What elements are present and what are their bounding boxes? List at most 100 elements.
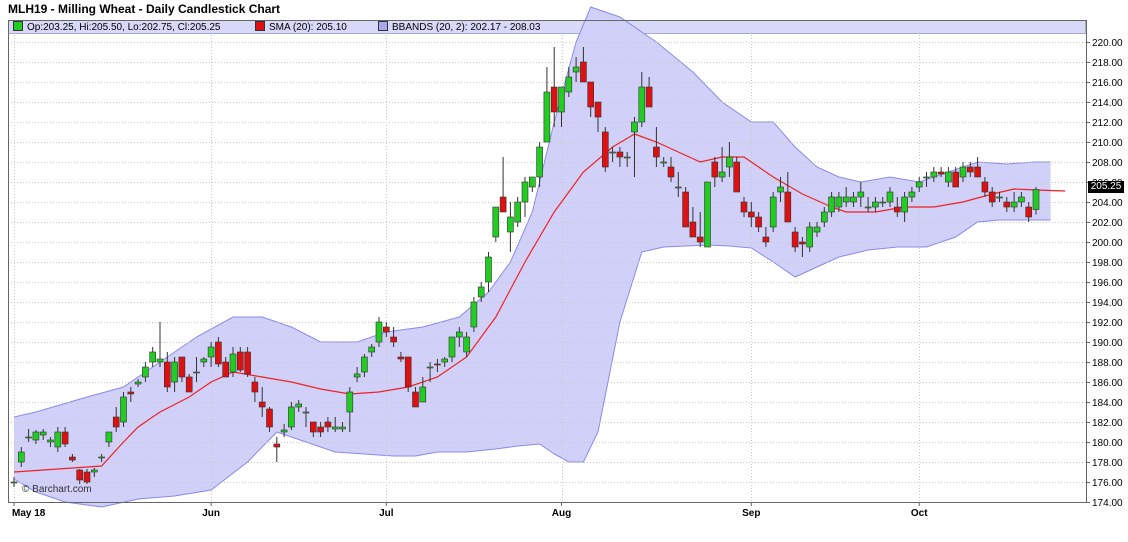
candle-down (784, 191, 792, 223)
candle-down (601, 131, 609, 168)
candle-up (10, 481, 18, 484)
candle-up (930, 171, 938, 178)
sma-line (13, 133, 1066, 473)
candle-up (361, 356, 368, 373)
legend-bbands: BBANDS (20, 2): 202.17 - 208.03 (378, 21, 540, 35)
bollinger-upper-line (13, 6, 1051, 418)
candle-up (331, 426, 339, 430)
candle-down (587, 81, 595, 108)
candle-down (580, 61, 587, 83)
x-axis-labels: May 18 Jun Jul Aug Sep Oct (12, 502, 928, 519)
candle-down (404, 356, 412, 388)
candle-down (966, 166, 974, 173)
candles-layer (10, 47, 1040, 487)
candle-up (558, 86, 565, 113)
candle-up (879, 201, 887, 204)
candle-up (47, 439, 54, 443)
y-tick-label: 184.00 (1092, 398, 1123, 409)
candle-down (237, 351, 244, 371)
candle-up (565, 76, 573, 93)
candle-up (492, 206, 500, 238)
candle-up (32, 431, 40, 441)
y-tick-label: 220.00 (1092, 38, 1123, 49)
candle-down (988, 191, 996, 203)
candle-up (842, 196, 850, 203)
candle-up (280, 429, 288, 433)
candle-down (645, 86, 653, 108)
candle-up (477, 286, 485, 298)
candle-down (682, 191, 689, 228)
candle-up (39, 431, 47, 436)
candle-up (426, 366, 434, 369)
candle-down (258, 401, 266, 408)
candle-up (98, 456, 105, 459)
candle-up (1032, 189, 1040, 210)
y-tick-label: 210.00 (1092, 138, 1123, 149)
candle-up (514, 201, 522, 223)
sma-layer (13, 133, 1066, 473)
candle-up (485, 256, 492, 283)
candle-up (441, 358, 449, 363)
candle-up (120, 396, 127, 423)
candle-up (806, 226, 814, 248)
candle-up (207, 346, 215, 358)
candle-up (521, 181, 529, 203)
candle-up (229, 353, 237, 373)
candle-up (901, 196, 908, 213)
candle-up (908, 191, 916, 198)
legend-bbands-swatch (378, 21, 388, 31)
candle-down (309, 421, 317, 433)
candle-up (142, 366, 149, 378)
candle-up (339, 426, 346, 430)
candle-down (112, 416, 120, 428)
candle-down (1003, 201, 1011, 208)
candle-up (850, 196, 857, 203)
y-tick-label: 216.00 (1092, 78, 1123, 89)
candle-down (222, 361, 229, 378)
last-price-label: 205.25 (1088, 181, 1124, 193)
candle-up (134, 381, 142, 385)
candle-down (317, 426, 324, 433)
candle-up (543, 91, 551, 143)
axes-layer (8, 20, 1087, 503)
y-tick-label: 174.00 (1092, 498, 1123, 509)
candle-down (244, 351, 251, 375)
candle-down (550, 86, 558, 113)
candle-down (711, 161, 719, 178)
y-tick-label: 190.00 (1092, 338, 1123, 349)
x-tick-label: Sep (742, 508, 760, 519)
candle-up (171, 361, 178, 383)
candle-down (937, 171, 945, 175)
candle-down (799, 241, 806, 245)
candle-down (974, 166, 981, 178)
y-tick-label: 200.00 (1092, 238, 1123, 249)
candle-down (499, 196, 507, 213)
candle-down (324, 421, 332, 428)
candle-down (397, 356, 405, 360)
y-tick-label: 218.00 (1092, 58, 1123, 69)
x-tick-label: Jun (202, 508, 220, 519)
candle-down (266, 408, 273, 428)
candle-up (813, 226, 821, 233)
candle-up (455, 331, 463, 338)
candle-down (390, 336, 397, 343)
candle-up (674, 186, 682, 189)
legend-sma-swatch (255, 21, 265, 31)
candle-down (434, 363, 441, 366)
y-tick-label: 178.00 (1092, 458, 1123, 469)
candle-up (1010, 201, 1018, 208)
candle-up (17, 451, 25, 463)
y-tick-label: 180.00 (1092, 438, 1123, 449)
candle-up (295, 403, 303, 408)
candle-down (747, 211, 755, 218)
bollinger-lower-line (13, 219, 1051, 508)
candle-down (740, 201, 748, 213)
candle-down (893, 206, 901, 213)
candle-up (25, 436, 32, 439)
y-tick-label: 194.00 (1092, 298, 1123, 309)
candle-down (164, 361, 171, 388)
y-tick-label: 186.00 (1092, 378, 1123, 389)
candle-up (623, 156, 631, 159)
candle-up (864, 206, 872, 209)
y-tick-label: 212.00 (1092, 118, 1123, 129)
